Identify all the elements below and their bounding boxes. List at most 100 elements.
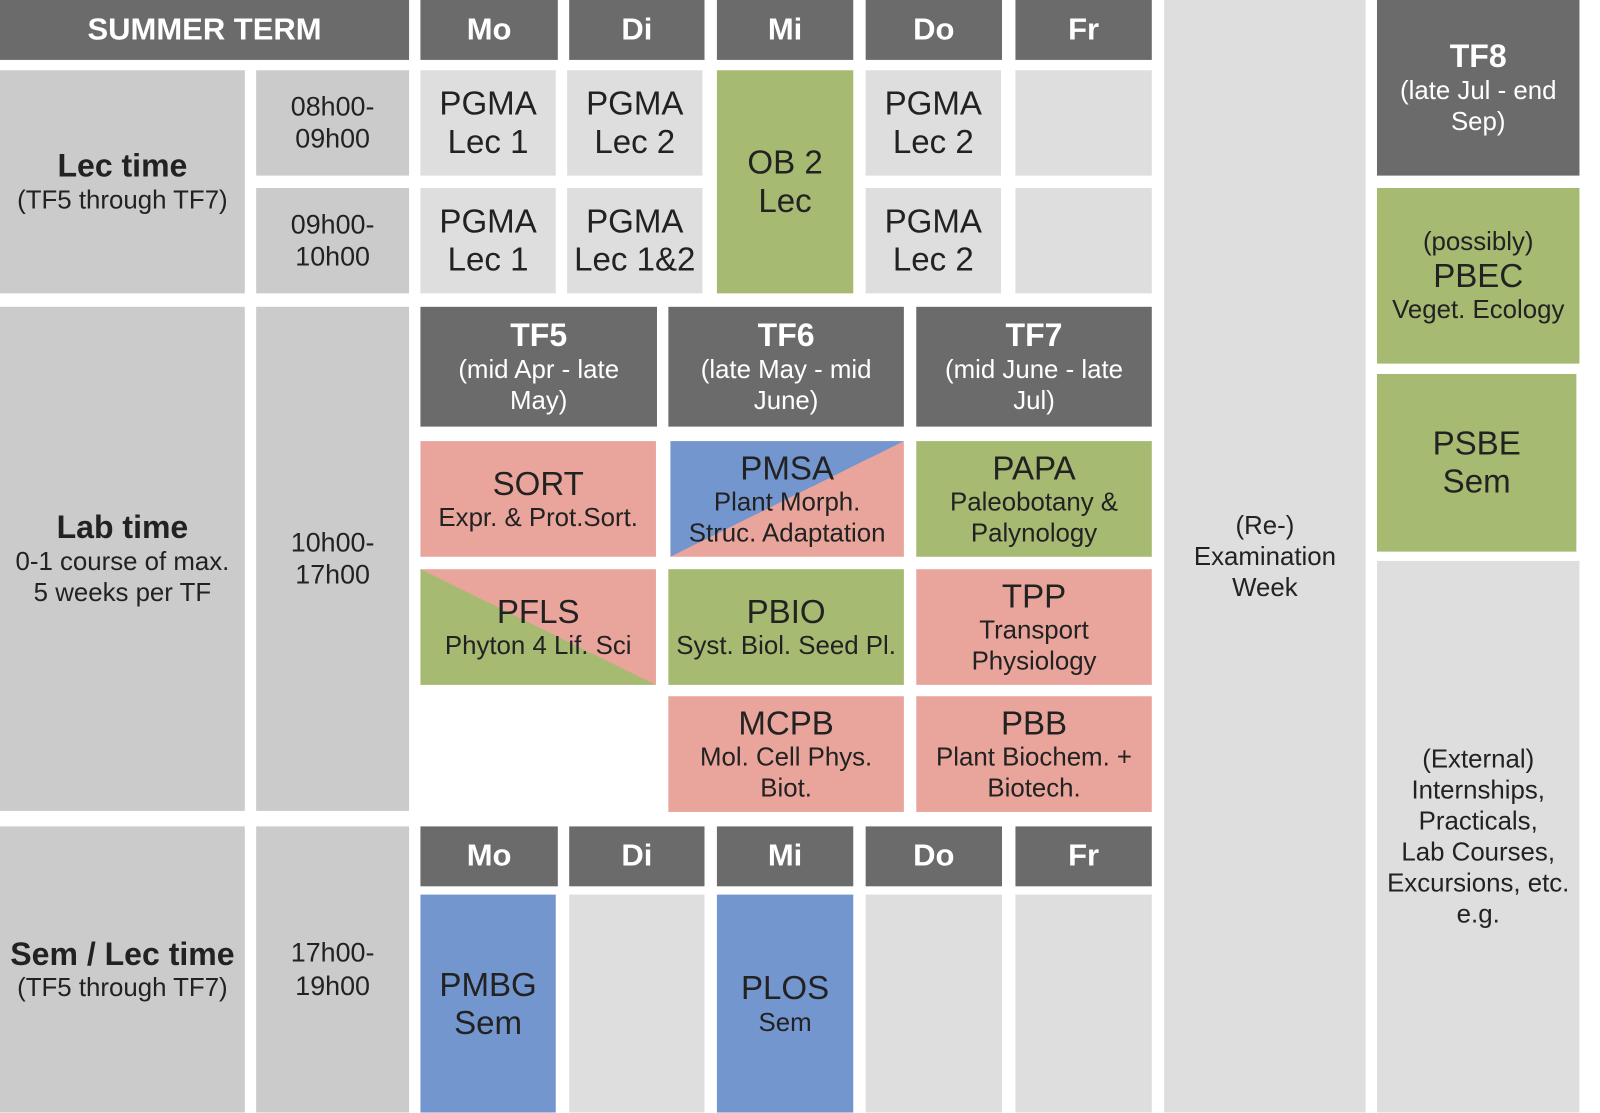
cell-title: OB 2 Lec <box>747 143 823 219</box>
schedule-cell: 17h00- 19h00 <box>256 826 410 1113</box>
cell-text: Plant Biochem. + Biotech. <box>936 743 1133 804</box>
cell-text: Transport Physiology <box>971 616 1097 676</box>
cell-title: TF6 <box>757 317 815 354</box>
schedule-cell: PGMA Lec 1&2 <box>567 188 703 294</box>
schedule-cell: 09h00- 10h00 <box>256 188 410 294</box>
day-header: Mo <box>420 0 558 60</box>
cell-text: (mid Apr - late May) <box>458 355 620 416</box>
schedule-cell: 10h00- 17h00 <box>256 306 410 811</box>
cell-title: PGMA Lec 2 <box>586 84 684 161</box>
cell-title: TPP <box>1001 577 1067 615</box>
cell-title: MCPB <box>738 704 834 742</box>
day-header: Di <box>569 826 705 887</box>
cell-title: PMBG Sem <box>439 965 537 1041</box>
schedule-cell: (External) Internships, Practicals, Lab … <box>1376 560 1580 1113</box>
cell-title: PGMA Lec 2 <box>884 202 982 278</box>
schedule-cell: TF5 (mid Apr - late May) <box>420 306 657 427</box>
schedule-cell: (possibly) PBEC Veget. Ecology <box>1376 188 1580 364</box>
schedule-cell: Lec time (TF5 through TF7) <box>0 70 245 294</box>
cell-text: Syst. Biol. Seed Pl. <box>676 631 896 661</box>
schedule-cell: (Re-) Examination Week <box>1164 0 1366 1113</box>
cell-text: (late Jul - end Sep) <box>1399 76 1557 137</box>
cell-text: (mid June - late Jul) <box>945 355 1124 416</box>
cell-text: Veget. Ecology <box>1392 295 1565 325</box>
cell-text: Expr. & Prot.Sort. <box>438 503 638 533</box>
day-header: Fr <box>1015 0 1152 60</box>
schedule-cell: Lab time 0-1 course of max. 5 weeks per T… <box>0 306 245 811</box>
cell-title: PBIO <box>746 592 826 630</box>
day-header: Mo <box>420 826 558 887</box>
cell-text: (TF5 through TF7) <box>17 185 228 215</box>
cell-text: 17h00- 19h00 <box>290 937 375 1001</box>
schedule-cell: PSBE Sem <box>1376 373 1577 552</box>
empty-cell <box>1015 894 1152 1113</box>
schedule-cell: PMSA Plant Morph. Struc. Adaptation <box>670 441 904 557</box>
schedule-cell: PGMA Lec 2 <box>567 70 703 176</box>
cell-title: PGMA Lec 1&2 <box>574 202 696 278</box>
cell-text: Plant Morph. Struc. Adaptation <box>688 487 886 548</box>
schedule-cell: TPP Transport Physiology <box>916 569 1152 685</box>
empty-cell <box>865 894 1003 1113</box>
term-title: SUMMER TERM <box>0 0 410 60</box>
schedule-cell: PGMA Lec 2 <box>865 70 1001 176</box>
day-header: Di <box>569 0 705 60</box>
cell-title: PGMA Lec 1 <box>439 202 537 278</box>
day-header: Do <box>865 0 1003 60</box>
schedule-cell: 08h00- 09h00 <box>256 70 410 176</box>
cell-title: PMSA <box>740 448 834 487</box>
schedule-cell: PFLS Phyton 4 Lif. Sci <box>420 569 656 685</box>
cell-title: PLOS <box>740 969 830 1007</box>
schedule-cell: PGMA Lec 1 <box>420 70 556 176</box>
cell-text: 08h00- 09h00 <box>290 90 375 154</box>
cell-text: (External) Internships, Practicals, Lab … <box>1387 744 1570 929</box>
schedule-cell: PLOS Sem <box>716 894 854 1113</box>
cell-title: PAPA <box>992 448 1076 487</box>
cell-title: PGMA Lec 1 <box>439 84 537 161</box>
cell-text: (TF5 through TF7) <box>17 973 228 1003</box>
cell-title: PBEC <box>1433 256 1524 294</box>
cell-text: Sem <box>758 1008 812 1038</box>
cell-text: 0-1 course of max. 5 weeks per TF <box>15 547 230 608</box>
cell-text: 09h00- 10h00 <box>290 208 375 272</box>
schedule-cell: PBB Plant Biochem. + Biotech. <box>916 696 1152 812</box>
empty-cell <box>1015 70 1152 176</box>
schedule-cell: PBIO Syst. Biol. Seed Pl. <box>668 569 904 685</box>
schedule-cell: TF7 (mid June - late Jul) <box>916 306 1152 427</box>
cell-title: PSBE Sem <box>1432 424 1521 500</box>
cell-title: PGMA Lec 2 <box>884 84 982 161</box>
empty-cell <box>1015 188 1152 294</box>
schedule-cell: Sem / Lec time (TF5 through TF7) <box>0 826 245 1113</box>
schedule-cell: PAPA Paleobotany & Palynology <box>916 441 1152 557</box>
cell-title: Lab time <box>56 509 189 546</box>
day-header: Fr <box>1015 826 1152 887</box>
cell-title: SORT <box>492 464 584 502</box>
cell-text: (late May - mid June) <box>700 355 872 416</box>
cell-text: (Re-) Examination Week <box>1193 510 1336 602</box>
cell-title: Sem / Lec time <box>10 935 235 972</box>
day-header: Mi <box>716 826 854 887</box>
cell-text: Phyton 4 Lif. Sci <box>444 631 632 661</box>
day-header: Mi <box>716 0 854 60</box>
cell-text: 10h00- 17h00 <box>290 526 375 590</box>
schedule-cell: TF8 (late Jul - end Sep) <box>1376 0 1580 176</box>
cell-title: PBB <box>1000 704 1068 742</box>
schedule-cell: PMBG Sem <box>420 894 556 1113</box>
cell-title: TF7 <box>1005 317 1063 354</box>
cell-text: Mol. Cell Phys. Biot. <box>700 743 873 804</box>
cell-title: Lec time <box>57 147 188 185</box>
cell-text: Paleobotany & Palynology <box>950 487 1119 548</box>
schedule-cell: PGMA Lec 1 <box>420 188 556 294</box>
cell-title: PFLS <box>496 592 580 630</box>
schedule-cell: OB 2 Lec <box>716 70 854 294</box>
cell-title: TF8 <box>1449 38 1507 75</box>
cell-pre: (possibly) <box>1422 226 1534 256</box>
cell-title: TF5 <box>510 317 568 354</box>
schedule-cell: PGMA Lec 2 <box>865 188 1001 294</box>
schedule-cell: TF6 (late May - mid June) <box>668 306 904 427</box>
schedule-cell: MCPB Mol. Cell Phys. Biot. <box>668 696 904 812</box>
day-header: Do <box>865 826 1003 887</box>
empty-cell <box>569 894 705 1113</box>
schedule-cell: SORT Expr. & Prot.Sort. <box>420 441 656 557</box>
